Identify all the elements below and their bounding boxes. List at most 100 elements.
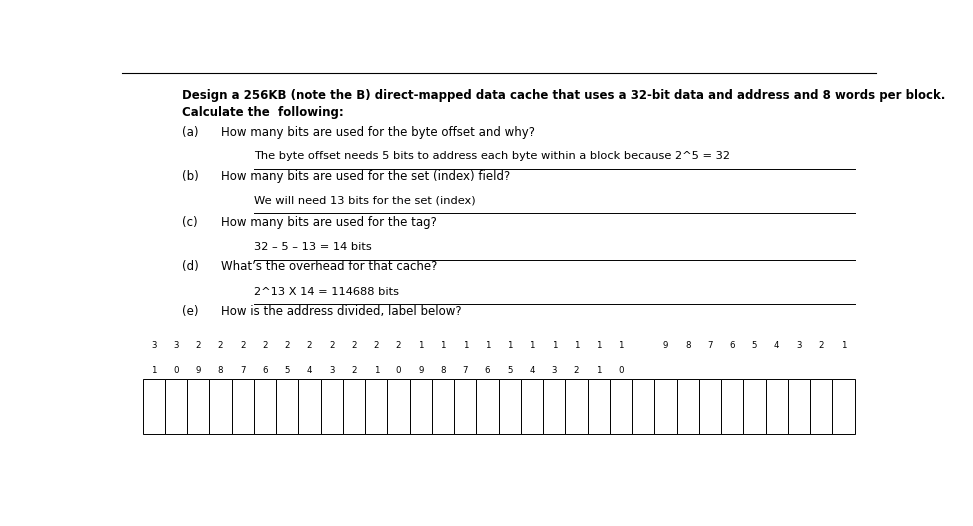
Text: 2: 2 [263, 340, 268, 350]
Text: 0: 0 [396, 366, 401, 375]
Bar [743, 379, 766, 434]
Text: Design a 256KB (note the B) direct-mapped data cache that uses a 32-bit data and: Design a 256KB (note the B) direct-mappe… [182, 89, 946, 103]
Bar [610, 379, 632, 434]
Text: 2: 2 [351, 366, 357, 375]
Text: 2: 2 [396, 340, 401, 350]
Bar [432, 379, 454, 434]
Text: 5: 5 [752, 340, 757, 350]
Bar [788, 379, 811, 434]
Bar [187, 379, 209, 434]
Text: 2: 2 [818, 340, 824, 350]
Bar [521, 379, 543, 434]
Bar [209, 379, 232, 434]
Text: 2: 2 [306, 340, 312, 350]
Text: (c): (c) [182, 216, 198, 229]
Text: 1: 1 [529, 340, 535, 350]
Text: Calculate the  following:: Calculate the following: [182, 106, 343, 119]
Text: 1: 1 [374, 366, 379, 375]
Text: 6: 6 [485, 366, 490, 375]
Text: 3: 3 [151, 340, 157, 350]
Text: 1: 1 [507, 340, 513, 350]
Bar [299, 379, 321, 434]
Text: 3: 3 [796, 340, 802, 350]
Bar [342, 379, 365, 434]
Text: 2^13 X 14 = 114688 bits: 2^13 X 14 = 114688 bits [254, 287, 399, 297]
Bar [499, 379, 521, 434]
Text: 1: 1 [596, 340, 601, 350]
Text: 2: 2 [329, 340, 335, 350]
Text: (b): (b) [182, 170, 198, 184]
Text: 9: 9 [663, 340, 668, 350]
Text: 0: 0 [173, 366, 179, 375]
Bar [321, 379, 342, 434]
Text: 1: 1 [552, 340, 557, 350]
Bar [232, 379, 254, 434]
Text: 1: 1 [841, 340, 847, 350]
Text: 2: 2 [196, 340, 201, 350]
Bar [387, 379, 410, 434]
Text: 2: 2 [284, 340, 290, 350]
Text: How many bits are used for the set (index) field?: How many bits are used for the set (inde… [221, 170, 511, 184]
Text: 4: 4 [306, 366, 312, 375]
Text: 1: 1 [462, 340, 468, 350]
Text: How is the address divided, label below?: How is the address divided, label below? [221, 305, 462, 318]
Text: 7: 7 [240, 366, 245, 375]
Text: 1: 1 [418, 340, 423, 350]
Text: 32 – 5 – 13 = 14 bits: 32 – 5 – 13 = 14 bits [254, 242, 372, 252]
Text: 1: 1 [485, 340, 490, 350]
Bar [655, 379, 676, 434]
Bar [410, 379, 432, 434]
Text: 2: 2 [351, 340, 357, 350]
Bar [699, 379, 721, 434]
Bar [477, 379, 499, 434]
Bar [721, 379, 743, 434]
Text: 6: 6 [730, 340, 735, 350]
Text: How many bits are used for the tag?: How many bits are used for the tag? [221, 216, 437, 229]
Bar [543, 379, 565, 434]
Bar [766, 379, 788, 434]
Text: (e): (e) [182, 305, 198, 318]
Text: 2: 2 [218, 340, 224, 350]
Text: 4: 4 [529, 366, 535, 375]
Text: 8: 8 [218, 366, 224, 375]
Text: 8: 8 [685, 340, 691, 350]
Text: 3: 3 [173, 340, 179, 350]
Bar [276, 379, 299, 434]
Text: The byte offset needs 5 bits to address each byte within a block because 2^5 = 3: The byte offset needs 5 bits to address … [254, 151, 730, 161]
Bar [143, 379, 165, 434]
Bar [365, 379, 387, 434]
Text: 9: 9 [418, 366, 423, 375]
Text: 7: 7 [462, 366, 468, 375]
Text: 1: 1 [441, 340, 446, 350]
Text: 7: 7 [707, 340, 713, 350]
Text: 5: 5 [507, 366, 513, 375]
Text: 9: 9 [196, 366, 201, 375]
Text: What’s the overhead for that cache?: What’s the overhead for that cache? [221, 260, 438, 274]
Text: 2: 2 [574, 366, 579, 375]
Bar [632, 379, 655, 434]
Text: We will need 13 bits for the set (index): We will need 13 bits for the set (index) [254, 196, 475, 206]
Text: 2: 2 [374, 340, 379, 350]
Text: 3: 3 [329, 366, 335, 375]
Bar [254, 379, 276, 434]
Text: 2: 2 [240, 340, 245, 350]
Text: 1: 1 [574, 340, 579, 350]
Text: (a): (a) [182, 126, 198, 139]
Bar [832, 379, 854, 434]
Text: 3: 3 [552, 366, 557, 375]
Text: 8: 8 [441, 366, 446, 375]
Text: 4: 4 [774, 340, 779, 350]
Text: 6: 6 [263, 366, 268, 375]
Text: How many bits are used for the byte offset and why?: How many bits are used for the byte offs… [221, 126, 535, 139]
Text: 1: 1 [596, 366, 601, 375]
Bar [165, 379, 187, 434]
Bar [811, 379, 832, 434]
Text: (d): (d) [182, 260, 198, 274]
Bar [565, 379, 588, 434]
Bar [588, 379, 610, 434]
Bar [676, 379, 699, 434]
Text: 1: 1 [151, 366, 157, 375]
Text: 5: 5 [284, 366, 290, 375]
Bar [454, 379, 477, 434]
Text: 1: 1 [618, 340, 624, 350]
